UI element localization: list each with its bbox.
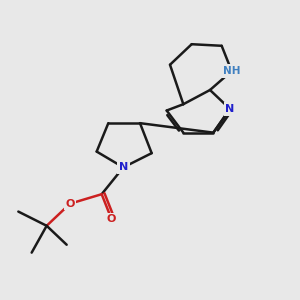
Text: O: O	[107, 214, 116, 224]
Text: N: N	[225, 104, 235, 114]
Text: O: O	[65, 199, 75, 209]
Text: N: N	[119, 162, 128, 172]
Text: NH: NH	[223, 66, 240, 76]
